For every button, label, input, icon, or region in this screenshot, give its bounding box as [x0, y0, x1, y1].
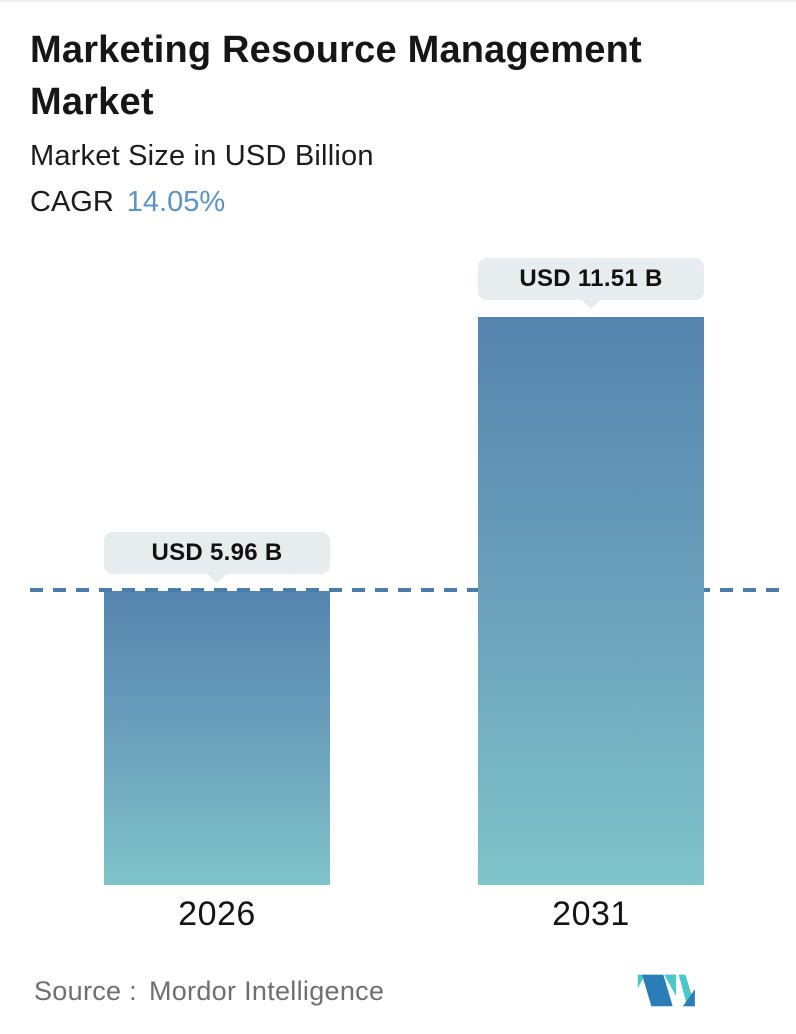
chart-subtitle: Market Size in USD Billion [30, 140, 374, 173]
value-label-bubble-2031: USD 11.51 B [478, 258, 704, 310]
chart-header: Marketing Resource Management Market Mar… [30, 24, 746, 219]
value-label-bubble-2026: USD 5.96 B [104, 532, 330, 584]
x-axis-label-2031: 2031 [552, 895, 630, 933]
mordor-intelligence-logo-icon [637, 974, 695, 1007]
source-attribution: Source : Mordor Intelligence [34, 976, 384, 1007]
reference-dashed-line [30, 588, 780, 592]
bar-2031 [478, 317, 704, 885]
cagr-value: 14.05% [126, 186, 226, 219]
cagr-label: CAGR [30, 186, 114, 219]
chart-title: Marketing Resource Management Market [30, 29, 642, 124]
x-axis-label-2026: 2026 [178, 895, 256, 933]
source-label: Source : [34, 976, 137, 1006]
source-value: Mordor Intelligence [148, 976, 385, 1006]
bar-2026 [104, 591, 330, 885]
cagr-row: CAGR 14.05% [30, 186, 746, 219]
